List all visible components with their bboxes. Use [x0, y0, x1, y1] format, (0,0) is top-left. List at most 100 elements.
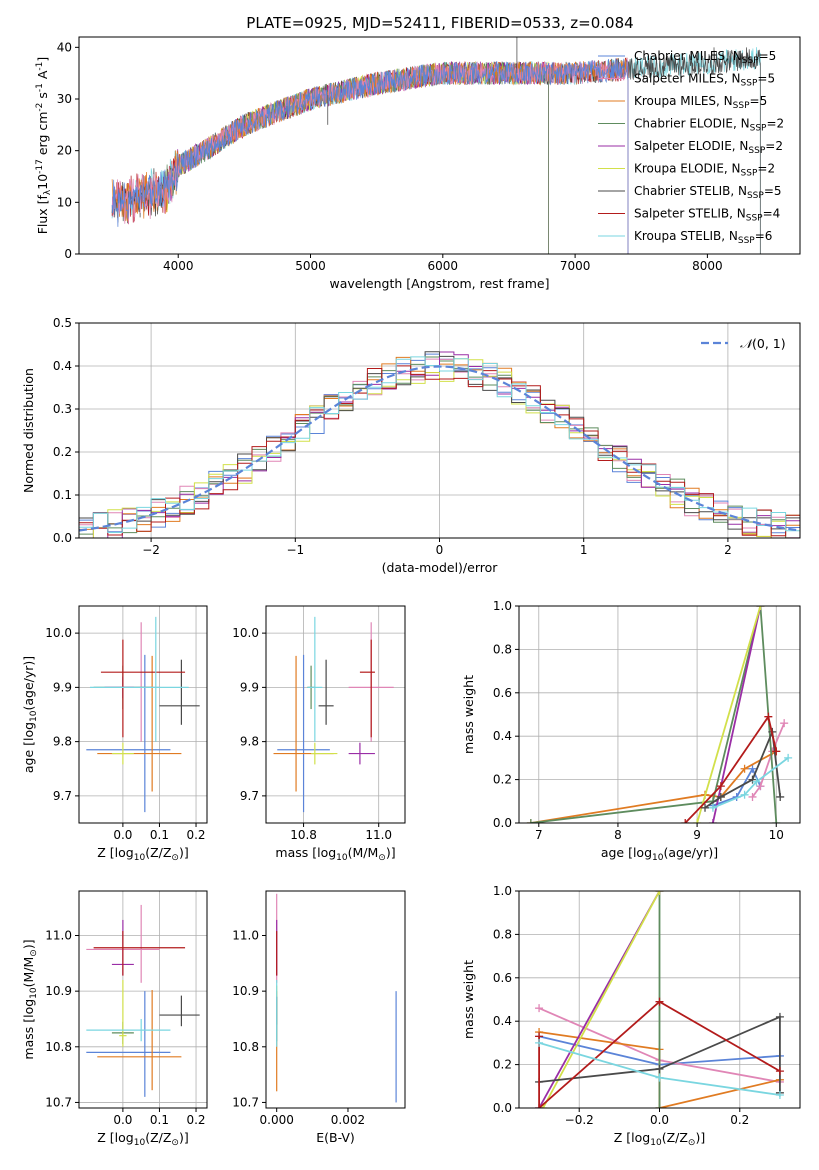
y-tick-label: 10.0	[45, 626, 72, 640]
weight-marker	[655, 1064, 664, 1073]
weight-marker	[526, 819, 535, 823]
y-tick-label: 0.5	[53, 316, 72, 330]
weight-marker	[756, 782, 765, 791]
errorbar-point	[86, 1018, 171, 1042]
y-tick-label: 1.0	[493, 599, 512, 613]
mass-vs-extinction-panel: 0.000 0.002 10.7 10.8 10.9 11.0 E(B-V)	[232, 890, 406, 1145]
y-tick-label: 0.4	[493, 729, 512, 743]
errorbar-point	[89, 616, 189, 742]
histogram-step	[79, 356, 800, 538]
y-tick-label: 0.0	[53, 531, 72, 545]
mass-vs-metallicity-panel: 0.0 0.1 0.2 10.7 10.8 10.9 11.0 Z [log10(Z/Z⊙)]…	[21, 890, 208, 1148]
errorbar-point	[359, 639, 375, 738]
x-tick-label: 0.000	[260, 1113, 294, 1127]
axes-frame	[78, 605, 208, 824]
normal-curve	[79, 365, 800, 532]
x-tick-label: 11.0	[365, 828, 392, 842]
x-tick-label: 5000	[295, 259, 326, 273]
weight-marker	[655, 1104, 664, 1108]
errorbar-point	[97, 990, 182, 1091]
weight-marker	[772, 747, 781, 756]
errorbar-point	[307, 616, 323, 742]
weight-line	[712, 606, 762, 823]
histogram-step	[79, 351, 800, 538]
y-tick-label: 0.4	[53, 359, 72, 373]
plot-area	[273, 616, 394, 813]
y-tick-label: 20	[57, 144, 72, 158]
errorbar-point	[86, 991, 171, 1097]
x-tick-label: 10	[769, 828, 784, 842]
y-tick-label: 9.8	[53, 735, 72, 749]
weight-marker	[752, 777, 761, 786]
x-tick-label: 0	[436, 543, 444, 557]
legend-entry: Chabrier STELIB, NSSP=5	[634, 184, 782, 201]
legend: 𝒩(0, 1)	[701, 336, 786, 351]
x-tick-label: 10.8	[290, 828, 317, 842]
axes-frame	[265, 890, 406, 1109]
x-tick-label: 7000	[560, 259, 591, 273]
spectrum-line	[111, 58, 629, 254]
weight-marker	[748, 764, 757, 773]
x-tick-label: 9	[693, 828, 701, 842]
axes-frame	[265, 605, 406, 824]
errorbar-point	[159, 659, 200, 725]
legend-entry: Chabrier ELODIE, NSSP=2	[634, 117, 784, 134]
x-axis-label: Z [log10(Z/Z⊙)]	[97, 1130, 188, 1148]
histogram-step	[79, 365, 800, 538]
plot-area	[79, 351, 800, 538]
weight-marker	[772, 819, 781, 823]
grid-lines	[79, 891, 207, 1108]
x-tick-label: 0.0	[650, 1113, 669, 1127]
weight-line	[538, 1000, 781, 1108]
errorbar-point	[97, 655, 182, 792]
errorbar-point	[111, 742, 134, 765]
x-tick-label: 8000	[692, 259, 723, 273]
weight-marker	[748, 792, 757, 801]
weight-marker	[681, 819, 690, 823]
weight-marker	[776, 792, 785, 801]
weight-line	[542, 891, 661, 1108]
weight-marker	[708, 819, 717, 823]
x-tick-label: 2	[724, 543, 732, 557]
legend-entry: Salpeter STELIB, NSSP=4	[634, 207, 780, 224]
y-tick-label: 10.9	[45, 984, 72, 998]
y-tick-label: 0.2	[53, 445, 72, 459]
x-axis-label: Z [log10(Z/Z⊙)]	[97, 845, 188, 863]
age-vs-mass-panel: 10.8 11.0 9.7 9.8 9.9 10.0 mass [log10(M/M⊙)]	[232, 605, 406, 863]
weight-marker	[764, 712, 773, 721]
weight-marker	[701, 803, 710, 812]
y-tick-label: 0.0	[493, 816, 512, 830]
x-axis-label: age [log10(age/yr)]	[601, 845, 718, 863]
grid-lines	[79, 606, 207, 823]
y-tick-label: 10.0	[232, 626, 259, 640]
legend-entry: Salpeter MILES, NSSP=5	[634, 72, 775, 89]
y-tick-label: 30	[57, 92, 72, 106]
y-axis-label: age [log10(age/yr)]	[21, 656, 39, 773]
errorbar-point	[119, 980, 127, 1047]
plot-area	[276, 893, 397, 1103]
weight-line	[696, 606, 762, 823]
y-tick-label: 10.7	[232, 1095, 259, 1109]
x-tick-label: −0.2	[565, 1113, 594, 1127]
x-tick-label: 0.2	[186, 1113, 205, 1127]
y-tick-label: 0	[64, 247, 72, 261]
x-tick-label: 0.1	[150, 1113, 169, 1127]
residual-histogram-panel: −2 −1 0 1 2 0.0 0.1 0.2 0.3 0.4 0.5 (data-model)/er…	[21, 316, 801, 575]
x-tick-label: 0.2	[186, 828, 205, 842]
weight-marker	[775, 1090, 784, 1099]
weight-marker	[740, 764, 749, 773]
plot-area	[111, 37, 761, 254]
x-tick-label: 8	[614, 828, 622, 842]
y-tick-label: 10.8	[232, 1040, 259, 1054]
legend: Chabrier MILES, NSSP=5 Salpeter MILES, NS…	[598, 49, 784, 246]
y-tick-label: 0.2	[493, 1058, 512, 1072]
y-tick-label: 40	[57, 40, 72, 54]
histogram-step	[79, 358, 800, 538]
errorbar-point	[348, 742, 375, 765]
errorbar-point	[318, 659, 334, 725]
y-tick-label: 9.7	[53, 789, 72, 803]
y-axis-label: Flux [fλ10-17 erg cm-2 s-1 A-1]	[35, 57, 53, 235]
spectrum-panel: 4000 5000 6000 7000 8000 0 10 20 30 40 wavelength …	[35, 14, 801, 291]
y-tick-label: 10.7	[45, 1095, 72, 1109]
